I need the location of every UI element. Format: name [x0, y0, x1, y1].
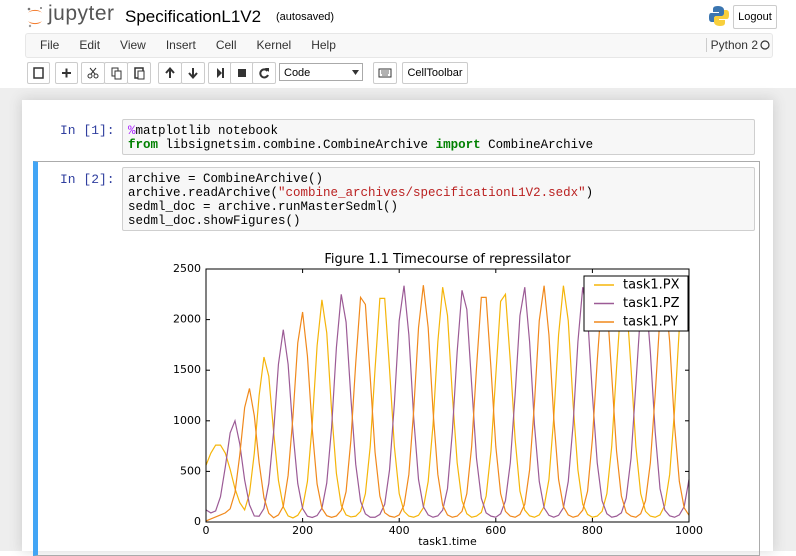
logout-button[interactable]: Logout: [733, 5, 777, 29]
code-token: CombineArchive: [480, 138, 594, 152]
chart: Figure 1.1 Timecourse of repressilator ta…: [173, 252, 703, 548]
restart-button[interactable]: [252, 62, 276, 84]
code-input[interactable]: archive = CombineArchive() archive.readAr…: [122, 167, 755, 231]
menu-bar: File Edit View Insert Cell Kernel Help Python …: [25, 33, 773, 58]
code-input[interactable]: %matplotlib notebook from libsignetsim.co…: [122, 119, 755, 155]
code-token: %: [128, 124, 136, 138]
code-line: from libsignetsim.combine.CombineArchive…: [128, 138, 749, 152]
menu-item[interactable]: Help: [311, 38, 336, 52]
code-token: libsignetsim.combine.CombineArchive: [158, 138, 436, 152]
interrupt-button[interactable]: [230, 62, 254, 84]
code-token: from: [128, 138, 159, 152]
prompt: In [1]:: [60, 123, 115, 138]
code-token: matplotlib notebook: [135, 124, 279, 138]
save-button[interactable]: [27, 62, 50, 84]
y-tick-label: 1000: [173, 414, 201, 427]
code-line: archive.readArchive("combine_archives/sp…: [128, 186, 749, 200]
cell-type-select[interactable]: Code: [279, 63, 363, 81]
insert-button[interactable]: [55, 62, 78, 84]
menu-item[interactable]: Kernel: [256, 38, 292, 52]
menu-item[interactable]: Insert: [165, 38, 196, 52]
x-tick-label: 600: [485, 524, 506, 537]
notebook-name[interactable]: SpecificationL1V2: [125, 7, 262, 26]
kernel-name: Python 2: [705, 38, 758, 52]
y-tick-label: 1500: [173, 363, 201, 376]
code-line: sedml_doc = archive.runMasterSedml(): [128, 200, 749, 214]
legend-label: task1.PZ: [623, 296, 680, 311]
code-token: sedml_doc = archive.runMasterSedml(): [128, 200, 399, 214]
run-button[interactable]: [208, 62, 232, 84]
x-tick-label: 200: [292, 524, 313, 537]
data-line: [205, 285, 690, 519]
code-token: "combine_archives/specificationL1V2.sedx…: [278, 186, 586, 200]
y-tick-label: 2500: [173, 262, 201, 275]
menu-item[interactable]: Edit: [79, 38, 101, 52]
code-line: archive = CombineArchive(): [128, 172, 749, 186]
legend-label: task1.PX: [623, 278, 680, 293]
kernel-indicator: [760, 40, 770, 50]
x-tick-label: 1000: [675, 524, 703, 537]
x-axis-label: task1.time: [418, 535, 477, 548]
logo-text[interactable]: jupyter: [48, 2, 115, 25]
keyboard-button[interactable]: [373, 62, 397, 84]
code-token: ): [585, 186, 594, 200]
code-line: sedml_doc.showFigures(): [128, 214, 749, 228]
python-logo: [709, 6, 729, 26]
menu-item[interactable]: View: [120, 38, 146, 52]
save-status: (autosaved): [276, 11, 335, 23]
menu-item[interactable]: Cell: [215, 38, 237, 52]
code-token: archive = CombineArchive(): [128, 172, 324, 186]
x-tick-label: 0: [203, 524, 210, 537]
menu: File Edit View Insert Cell Kernel Help: [30, 34, 346, 57]
menu-item[interactable]: File: [40, 38, 60, 52]
code-token: sedml_doc.showFigures(): [128, 214, 301, 228]
cell-toolbar-button[interactable]: CellToolbar: [402, 62, 468, 84]
code-line: %matplotlib notebook: [128, 124, 749, 138]
chart-title: Figure 1.1 Timecourse of repressilator: [324, 252, 571, 267]
prompt: In [2]:: [60, 172, 115, 187]
legend-label: task1.PY: [623, 315, 678, 330]
move-down-button[interactable]: [181, 62, 205, 84]
cell-type: Code: [284, 67, 311, 79]
copy-button[interactable]: [104, 62, 128, 84]
code-token: archive.readArchive(: [128, 186, 279, 200]
move-up-button[interactable]: [158, 62, 182, 84]
data-line: [205, 285, 690, 519]
y-tick-label: 2000: [173, 313, 201, 326]
cut-button[interactable]: [81, 62, 105, 84]
code-token: import: [435, 138, 481, 152]
x-tick-label: 400: [389, 524, 410, 537]
jupyter-logo: [27, 7, 42, 28]
axes-frame: [205, 268, 690, 523]
paste-button[interactable]: [127, 62, 151, 84]
x-tick-label: 800: [582, 524, 603, 537]
y-tick-label: 0: [194, 515, 201, 528]
y-tick-label: 500: [180, 464, 201, 477]
